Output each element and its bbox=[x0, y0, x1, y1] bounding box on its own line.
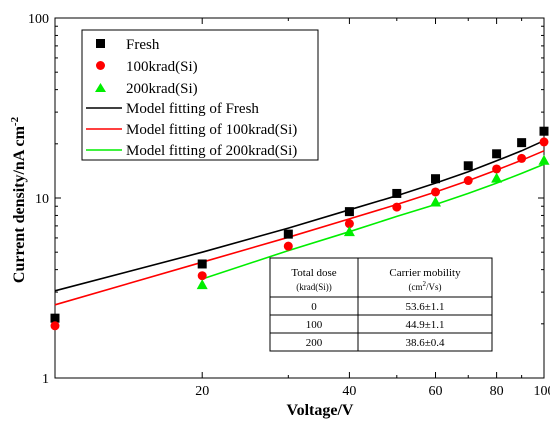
data-point-200krad bbox=[491, 172, 503, 183]
table-row: 53.6±1.1 bbox=[405, 301, 444, 313]
y-tick-label: 1 bbox=[42, 372, 49, 387]
data-point-100krad bbox=[431, 187, 441, 197]
data-point-100krad bbox=[492, 164, 502, 174]
tick-labels: 20 40 60 80 100 1 10 100 bbox=[28, 12, 550, 399]
data-point-100krad bbox=[283, 241, 293, 251]
legend-marker-200krad bbox=[95, 83, 106, 92]
data-point-100krad bbox=[50, 321, 60, 331]
table-header-dose-unit: (krad(Si)) bbox=[296, 282, 332, 292]
x-tick-label: 20 bbox=[195, 384, 209, 399]
table-row: 0 bbox=[311, 301, 317, 313]
data-point-fresh bbox=[283, 229, 293, 239]
legend-label-fresh: Fresh bbox=[126, 37, 160, 53]
table-row: 100 bbox=[306, 319, 323, 331]
data-point-100krad bbox=[392, 202, 402, 212]
y-axis-label: Current density/nA cm-2 bbox=[9, 116, 28, 283]
svg-text:Current density/nA cm-2: Current density/nA cm-2 bbox=[9, 116, 28, 283]
legend-label-fit-fresh: Model fitting of Fresh bbox=[126, 101, 259, 117]
legend-label-200krad: 200krad(Si) bbox=[126, 81, 198, 97]
data-point-100krad bbox=[517, 153, 527, 163]
table-header-dose: Total dose bbox=[291, 267, 336, 279]
data-point-fresh bbox=[50, 313, 60, 323]
axis-ticks bbox=[54, 17, 545, 379]
data-point-200krad bbox=[430, 196, 442, 207]
mobility-table: Total dose (krad(Si)) Carrier mobility (… bbox=[269, 257, 493, 352]
y-tick-label: 10 bbox=[35, 192, 49, 207]
legend-label-100krad: 100krad(Si) bbox=[126, 59, 198, 75]
x-tick-label: 100 bbox=[534, 384, 550, 399]
table-header-mobility: Carrier mobility bbox=[389, 267, 461, 279]
legend-marker-100krad bbox=[96, 61, 105, 70]
data-point-fresh bbox=[392, 188, 402, 198]
data-point-100krad bbox=[539, 137, 549, 147]
x-tick-label: 40 bbox=[342, 384, 356, 399]
data-point-100krad bbox=[197, 271, 207, 281]
legend-label-fit-100krad: Model fitting of 100krad(Si) bbox=[126, 122, 297, 138]
table-row: 44.9±1.1 bbox=[405, 319, 444, 331]
x-tick-label: 60 bbox=[429, 384, 443, 399]
data-point-100krad bbox=[344, 219, 354, 229]
data-point-100krad bbox=[463, 176, 473, 186]
data-point-200krad bbox=[196, 279, 208, 290]
data-point-fresh bbox=[197, 259, 207, 269]
legend: Fresh 100krad(Si) 200krad(Si) Model fitt… bbox=[81, 29, 319, 161]
x-axis-label: Voltage/V bbox=[287, 402, 354, 419]
legend-marker-fresh bbox=[96, 39, 105, 48]
data-markers bbox=[50, 126, 550, 331]
x-tick-label: 80 bbox=[490, 384, 504, 399]
fit-line bbox=[54, 150, 545, 306]
table-border bbox=[269, 257, 493, 352]
table-row: 38.6±0.4 bbox=[405, 337, 445, 349]
legend-box bbox=[81, 29, 319, 161]
data-point-fresh bbox=[539, 126, 549, 136]
y-tick-label: 100 bbox=[28, 12, 49, 27]
data-point-fresh bbox=[431, 174, 441, 184]
data-point-fresh bbox=[517, 138, 527, 148]
table-header-mobility-unit: (cm2/Vs) bbox=[409, 280, 442, 292]
legend-label-fit-200krad: Model fitting of 200krad(Si) bbox=[126, 143, 297, 159]
fit-line bbox=[54, 139, 545, 292]
data-point-200krad bbox=[343, 226, 355, 237]
data-point-fresh bbox=[463, 161, 473, 171]
table-row: 200 bbox=[306, 337, 323, 349]
data-point-200krad bbox=[538, 154, 550, 165]
data-point-fresh bbox=[492, 149, 502, 159]
data-point-fresh bbox=[344, 207, 354, 217]
